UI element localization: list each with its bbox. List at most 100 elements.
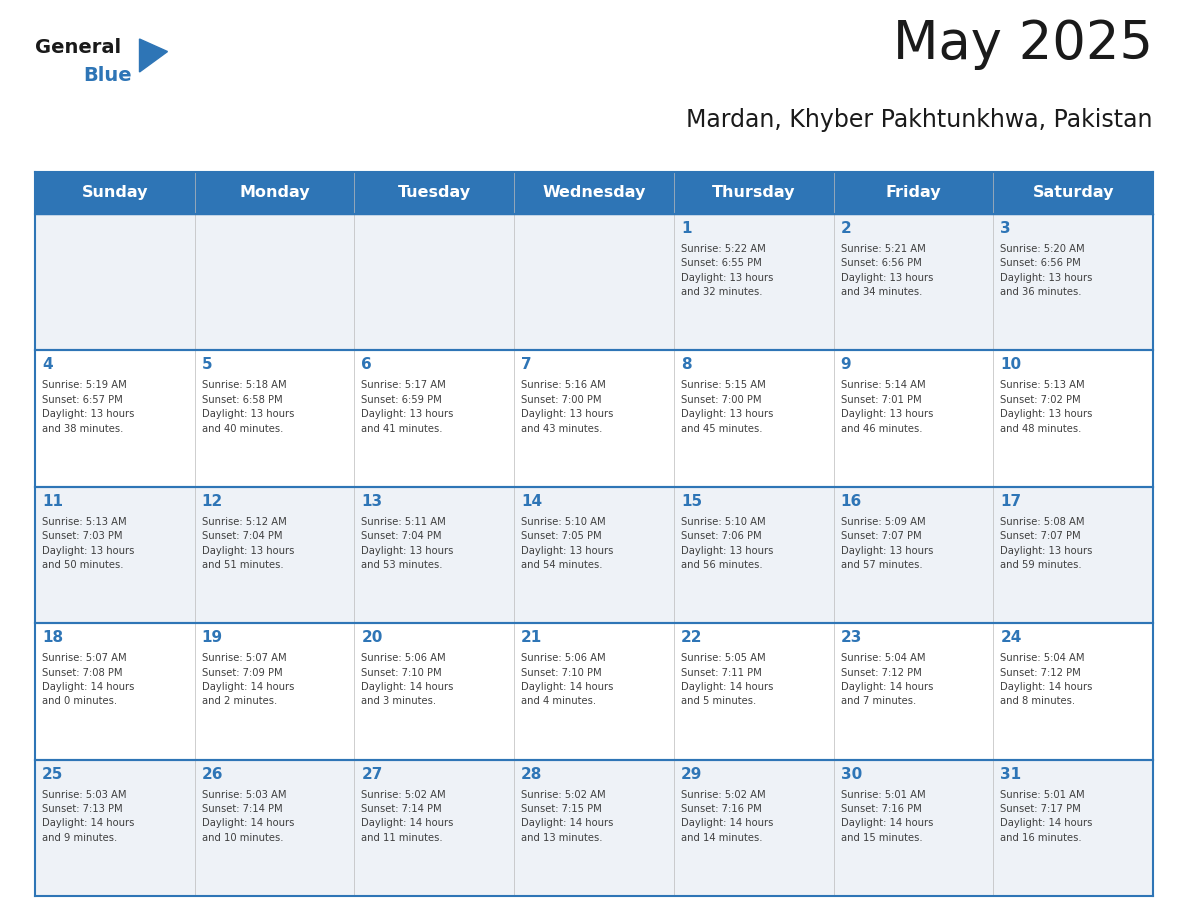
Bar (834, 759, 993, 896)
Text: Sunrise: 5:01 AM
Sunset: 7:17 PM
Daylight: 14 hours
and 16 minutes.: Sunrise: 5:01 AM Sunset: 7:17 PM Dayligh… (1000, 789, 1093, 843)
Bar (993, 172, 1154, 214)
Text: May 2025: May 2025 (893, 18, 1154, 70)
Bar (34, 214, 195, 351)
Text: Sunrise: 5:06 AM
Sunset: 7:10 PM
Daylight: 14 hours
and 4 minutes.: Sunrise: 5:06 AM Sunset: 7:10 PM Dayligh… (522, 654, 613, 706)
Text: Sunrise: 5:13 AM
Sunset: 7:03 PM
Daylight: 13 hours
and 50 minutes.: Sunrise: 5:13 AM Sunset: 7:03 PM Dayligh… (42, 517, 134, 570)
Text: 20: 20 (361, 630, 383, 645)
Text: Sunrise: 5:06 AM
Sunset: 7:10 PM
Daylight: 14 hours
and 3 minutes.: Sunrise: 5:06 AM Sunset: 7:10 PM Dayligh… (361, 654, 454, 706)
Bar (195, 487, 354, 623)
Bar (195, 351, 354, 487)
Text: Sunrise: 5:21 AM
Sunset: 6:56 PM
Daylight: 13 hours
and 34 minutes.: Sunrise: 5:21 AM Sunset: 6:56 PM Dayligh… (841, 244, 933, 297)
Text: 24: 24 (1000, 630, 1022, 645)
Bar (834, 351, 993, 487)
Bar (34, 172, 195, 214)
Bar (674, 623, 834, 759)
Text: Sunrise: 5:09 AM
Sunset: 7:07 PM
Daylight: 13 hours
and 57 minutes.: Sunrise: 5:09 AM Sunset: 7:07 PM Dayligh… (841, 517, 933, 570)
Text: 1: 1 (681, 221, 691, 236)
Text: Sunrise: 5:04 AM
Sunset: 7:12 PM
Daylight: 14 hours
and 7 minutes.: Sunrise: 5:04 AM Sunset: 7:12 PM Dayligh… (841, 654, 933, 706)
Bar (993, 623, 1154, 759)
Text: Sunrise: 5:18 AM
Sunset: 6:58 PM
Daylight: 13 hours
and 40 minutes.: Sunrise: 5:18 AM Sunset: 6:58 PM Dayligh… (202, 380, 295, 433)
Text: Sunday: Sunday (82, 185, 148, 200)
Bar (674, 351, 834, 487)
Text: 8: 8 (681, 357, 691, 373)
Text: Sunrise: 5:10 AM
Sunset: 7:05 PM
Daylight: 13 hours
and 54 minutes.: Sunrise: 5:10 AM Sunset: 7:05 PM Dayligh… (522, 517, 613, 570)
Text: Wednesday: Wednesday (542, 185, 646, 200)
Text: Sunrise: 5:20 AM
Sunset: 6:56 PM
Daylight: 13 hours
and 36 minutes.: Sunrise: 5:20 AM Sunset: 6:56 PM Dayligh… (1000, 244, 1093, 297)
Text: 19: 19 (202, 630, 223, 645)
Text: Tuesday: Tuesday (398, 185, 470, 200)
Bar (514, 172, 674, 214)
Text: Monday: Monday (239, 185, 310, 200)
Bar (834, 487, 993, 623)
Text: 2: 2 (841, 221, 852, 236)
Text: Friday: Friday (885, 185, 941, 200)
Text: 11: 11 (42, 494, 63, 509)
Text: Sunrise: 5:07 AM
Sunset: 7:08 PM
Daylight: 14 hours
and 0 minutes.: Sunrise: 5:07 AM Sunset: 7:08 PM Dayligh… (42, 654, 134, 706)
Text: 28: 28 (522, 767, 543, 781)
Text: 21: 21 (522, 630, 543, 645)
Text: Sunrise: 5:10 AM
Sunset: 7:06 PM
Daylight: 13 hours
and 56 minutes.: Sunrise: 5:10 AM Sunset: 7:06 PM Dayligh… (681, 517, 773, 570)
Text: Sunrise: 5:04 AM
Sunset: 7:12 PM
Daylight: 14 hours
and 8 minutes.: Sunrise: 5:04 AM Sunset: 7:12 PM Dayligh… (1000, 654, 1093, 706)
Text: 22: 22 (681, 630, 702, 645)
Text: 6: 6 (361, 357, 372, 373)
Bar (195, 214, 354, 351)
Text: 14: 14 (522, 494, 542, 509)
Text: General: General (34, 38, 121, 57)
Text: Blue: Blue (83, 66, 132, 85)
Text: Sunrise: 5:15 AM
Sunset: 7:00 PM
Daylight: 13 hours
and 45 minutes.: Sunrise: 5:15 AM Sunset: 7:00 PM Dayligh… (681, 380, 773, 433)
Bar (993, 351, 1154, 487)
Bar (674, 214, 834, 351)
Bar (34, 623, 195, 759)
Bar (674, 172, 834, 214)
Bar (354, 487, 514, 623)
Text: Sunrise: 5:11 AM
Sunset: 7:04 PM
Daylight: 13 hours
and 53 minutes.: Sunrise: 5:11 AM Sunset: 7:04 PM Dayligh… (361, 517, 454, 570)
Text: 30: 30 (841, 767, 861, 781)
Bar (514, 351, 674, 487)
Text: Sunrise: 5:07 AM
Sunset: 7:09 PM
Daylight: 14 hours
and 2 minutes.: Sunrise: 5:07 AM Sunset: 7:09 PM Dayligh… (202, 654, 295, 706)
Text: Sunrise: 5:05 AM
Sunset: 7:11 PM
Daylight: 14 hours
and 5 minutes.: Sunrise: 5:05 AM Sunset: 7:11 PM Dayligh… (681, 654, 773, 706)
Text: 7: 7 (522, 357, 532, 373)
Bar (674, 759, 834, 896)
Text: Sunrise: 5:14 AM
Sunset: 7:01 PM
Daylight: 13 hours
and 46 minutes.: Sunrise: 5:14 AM Sunset: 7:01 PM Dayligh… (841, 380, 933, 433)
Bar (34, 487, 195, 623)
Bar (354, 351, 514, 487)
Text: Sunrise: 5:16 AM
Sunset: 7:00 PM
Daylight: 13 hours
and 43 minutes.: Sunrise: 5:16 AM Sunset: 7:00 PM Dayligh… (522, 380, 613, 433)
Text: 31: 31 (1000, 767, 1022, 781)
Text: Sunrise: 5:22 AM
Sunset: 6:55 PM
Daylight: 13 hours
and 32 minutes.: Sunrise: 5:22 AM Sunset: 6:55 PM Dayligh… (681, 244, 773, 297)
Text: 27: 27 (361, 767, 383, 781)
Bar (834, 214, 993, 351)
Bar (34, 351, 195, 487)
Text: 15: 15 (681, 494, 702, 509)
Text: Sunrise: 5:17 AM
Sunset: 6:59 PM
Daylight: 13 hours
and 41 minutes.: Sunrise: 5:17 AM Sunset: 6:59 PM Dayligh… (361, 380, 454, 433)
Text: 29: 29 (681, 767, 702, 781)
Bar (354, 623, 514, 759)
Text: 9: 9 (841, 357, 851, 373)
Bar (674, 487, 834, 623)
Text: Sunrise: 5:12 AM
Sunset: 7:04 PM
Daylight: 13 hours
and 51 minutes.: Sunrise: 5:12 AM Sunset: 7:04 PM Dayligh… (202, 517, 295, 570)
Bar (514, 487, 674, 623)
Text: 4: 4 (42, 357, 52, 373)
Text: Sunrise: 5:01 AM
Sunset: 7:16 PM
Daylight: 14 hours
and 15 minutes.: Sunrise: 5:01 AM Sunset: 7:16 PM Dayligh… (841, 789, 933, 843)
Text: 18: 18 (42, 630, 63, 645)
Text: Sunrise: 5:03 AM
Sunset: 7:14 PM
Daylight: 14 hours
and 10 minutes.: Sunrise: 5:03 AM Sunset: 7:14 PM Dayligh… (202, 789, 295, 843)
Text: Thursday: Thursday (712, 185, 796, 200)
Text: Sunrise: 5:02 AM
Sunset: 7:15 PM
Daylight: 14 hours
and 13 minutes.: Sunrise: 5:02 AM Sunset: 7:15 PM Dayligh… (522, 789, 613, 843)
Text: 10: 10 (1000, 357, 1022, 373)
Text: 23: 23 (841, 630, 862, 645)
Bar (993, 487, 1154, 623)
Text: Sunrise: 5:02 AM
Sunset: 7:14 PM
Daylight: 14 hours
and 11 minutes.: Sunrise: 5:02 AM Sunset: 7:14 PM Dayligh… (361, 789, 454, 843)
Text: Mardan, Khyber Pakhtunkhwa, Pakistan: Mardan, Khyber Pakhtunkhwa, Pakistan (687, 108, 1154, 132)
Text: 3: 3 (1000, 221, 1011, 236)
Text: Sunrise: 5:19 AM
Sunset: 6:57 PM
Daylight: 13 hours
and 38 minutes.: Sunrise: 5:19 AM Sunset: 6:57 PM Dayligh… (42, 380, 134, 433)
Text: 5: 5 (202, 357, 213, 373)
Bar (514, 623, 674, 759)
Bar (195, 172, 354, 214)
Text: 13: 13 (361, 494, 383, 509)
Bar (354, 214, 514, 351)
Bar (514, 214, 674, 351)
Bar (195, 623, 354, 759)
Text: 25: 25 (42, 767, 63, 781)
Bar (834, 172, 993, 214)
Text: Sunrise: 5:08 AM
Sunset: 7:07 PM
Daylight: 13 hours
and 59 minutes.: Sunrise: 5:08 AM Sunset: 7:07 PM Dayligh… (1000, 517, 1093, 570)
Bar (354, 759, 514, 896)
